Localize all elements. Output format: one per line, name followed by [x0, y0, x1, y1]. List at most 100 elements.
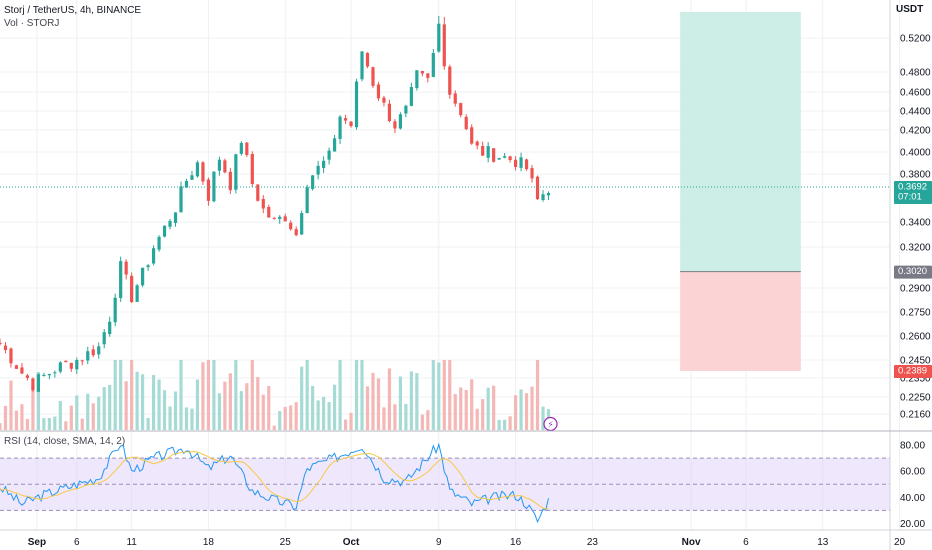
long-position-tool[interactable] — [680, 12, 801, 371]
rsi-pane — [0, 442, 890, 524]
currency-label[interactable]: USDT — [896, 4, 924, 15]
candle-body — [365, 52, 370, 67]
candle-body — [228, 171, 232, 191]
volume-bar — [311, 386, 315, 430]
price-tick-label: 0.4000 — [900, 148, 931, 159]
time-tick-label: 9 — [436, 537, 442, 548]
volume-bar — [519, 389, 523, 430]
candle-body — [58, 362, 62, 372]
volume-bar — [53, 416, 57, 430]
candle-body — [541, 194, 545, 200]
candle-body — [332, 138, 337, 152]
candle-body — [349, 121, 353, 127]
candle-body — [322, 160, 326, 168]
candle-body — [398, 114, 403, 129]
candle-body — [354, 81, 359, 128]
volume-bar — [102, 387, 106, 430]
candle-body — [64, 360, 68, 363]
volume-bar — [141, 374, 145, 430]
volume-bar — [250, 360, 254, 430]
candle-body — [519, 157, 523, 168]
candle-body — [327, 150, 331, 160]
volume-bar — [470, 379, 474, 430]
volume-bar — [437, 362, 441, 430]
volume-bar — [184, 407, 189, 430]
time-tick-label: Nov — [682, 537, 701, 548]
volume-bar — [294, 402, 298, 430]
candle-body — [283, 216, 287, 222]
volume-bar — [448, 360, 452, 430]
time-tick-label: Sep — [28, 537, 46, 548]
candle-body — [437, 23, 441, 52]
volume-bar — [338, 360, 342, 430]
candle-body — [524, 159, 529, 170]
last-price-badge-text: 0.3692 — [898, 181, 927, 192]
candle-body — [217, 159, 221, 171]
volume-bar — [113, 360, 117, 430]
candle-body — [168, 220, 172, 227]
time-tick-label: 6 — [74, 537, 80, 548]
symbol-legend[interactable]: Storj / TetherUS, 4h, BINANCE — [4, 5, 142, 16]
candle-body — [102, 332, 106, 345]
entry-price-badge — [894, 265, 932, 279]
time-tick-label: 11 — [126, 537, 137, 548]
volume-bar — [206, 360, 211, 430]
price-tick-label: 0.2900 — [900, 284, 931, 295]
candle-body — [497, 157, 501, 160]
volume-bar — [278, 411, 282, 430]
volume-bar — [31, 385, 35, 430]
candle-body — [250, 154, 254, 185]
candle-body — [97, 346, 101, 355]
volume-bar — [365, 386, 370, 430]
price-tick-label: 0.2160 — [900, 410, 931, 421]
candle-body — [135, 285, 139, 302]
price-tick-label: 0.2250 — [900, 393, 931, 404]
price-tick-label: 0.4200 — [900, 126, 931, 137]
rsi-legend[interactable]: RSI (14, close, SMA, 14, 2) — [4, 436, 126, 447]
candle-body — [91, 349, 95, 356]
volume-bar — [195, 379, 200, 430]
volume-bar — [36, 372, 40, 430]
volume-legend[interactable]: Vol · STORJ — [4, 18, 60, 29]
volume-bar — [327, 402, 331, 430]
volume-bar — [86, 393, 90, 430]
volume-bar — [398, 376, 403, 430]
candle-body — [108, 321, 112, 335]
volume-bar — [431, 360, 435, 430]
candle-body — [508, 156, 512, 161]
candle-body — [415, 70, 419, 89]
candle-body — [486, 146, 490, 158]
volume-bar — [146, 418, 150, 430]
candle-body — [420, 70, 424, 74]
candle-body — [338, 116, 342, 139]
candle-body — [305, 187, 309, 214]
volume-bar — [20, 404, 24, 430]
volume-bar — [371, 372, 375, 430]
rsi-tick-label: 80.00 — [900, 441, 925, 452]
volume-bar — [130, 360, 134, 430]
volume-bar — [332, 384, 337, 430]
candle-body — [475, 141, 479, 146]
price-tick-label: 0.2750 — [900, 308, 931, 319]
volume-bar — [75, 395, 79, 430]
volume-bar — [173, 391, 178, 430]
volume-bar — [9, 380, 13, 430]
candle-body — [0, 342, 2, 345]
volume-bar — [316, 400, 320, 430]
candle-body — [234, 154, 238, 190]
volume-bar — [492, 385, 496, 430]
volume-bar — [228, 373, 232, 430]
candle-body — [442, 24, 446, 67]
candle-body — [294, 229, 298, 236]
time-tick-label: 18 — [203, 537, 215, 548]
rsi-tick-label: 60.00 — [900, 467, 925, 478]
volume-bar — [25, 418, 30, 430]
volume-bar — [42, 418, 46, 430]
volume-bar — [486, 387, 490, 430]
volume-bar — [481, 399, 485, 430]
candle-body — [141, 267, 145, 286]
volume-bar — [497, 419, 501, 430]
candle-body — [14, 365, 19, 369]
